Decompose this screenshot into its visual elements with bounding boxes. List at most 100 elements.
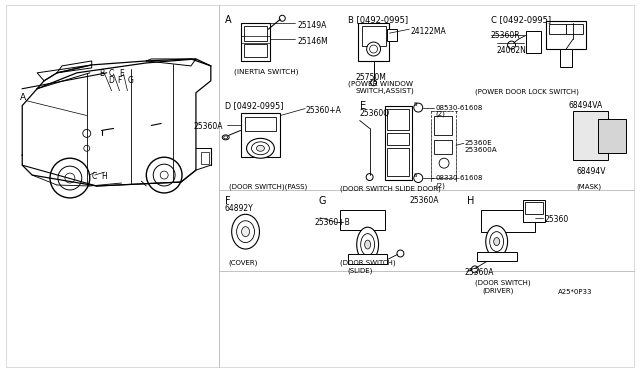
Circle shape bbox=[439, 158, 449, 168]
Text: S: S bbox=[413, 102, 417, 107]
Text: H: H bbox=[102, 172, 108, 181]
Circle shape bbox=[508, 41, 516, 49]
Ellipse shape bbox=[361, 234, 374, 256]
Text: (2): (2) bbox=[435, 182, 445, 189]
Text: (COVER): (COVER) bbox=[228, 259, 258, 266]
Text: E: E bbox=[120, 69, 124, 78]
Text: 68494V: 68494V bbox=[576, 167, 605, 176]
Circle shape bbox=[414, 174, 423, 183]
Text: 25360A: 25360A bbox=[193, 122, 223, 131]
Text: 08530-61608: 08530-61608 bbox=[435, 105, 483, 110]
Text: E: E bbox=[360, 101, 366, 110]
Circle shape bbox=[366, 174, 373, 180]
Text: C: C bbox=[109, 69, 114, 78]
Bar bbox=[244, 26, 268, 41]
Circle shape bbox=[153, 164, 175, 186]
Bar bbox=[434, 140, 452, 154]
Circle shape bbox=[370, 45, 378, 53]
Text: S: S bbox=[413, 173, 417, 177]
Text: (DRIVER): (DRIVER) bbox=[483, 287, 514, 294]
Text: 25149A: 25149A bbox=[297, 21, 326, 30]
Text: A: A bbox=[225, 15, 231, 25]
Bar bbox=[241, 113, 280, 157]
Text: 25360: 25360 bbox=[544, 215, 568, 224]
Text: (DOOR SWITCH SLIDE DOOR): (DOOR SWITCH SLIDE DOOR) bbox=[340, 185, 440, 192]
Circle shape bbox=[397, 250, 404, 257]
Circle shape bbox=[279, 15, 285, 21]
Text: F: F bbox=[118, 76, 122, 85]
Bar bbox=[201, 152, 209, 164]
Text: (DOOR SWITCH): (DOOR SWITCH) bbox=[475, 279, 531, 286]
Text: D [0492-0995]: D [0492-0995] bbox=[225, 101, 284, 110]
Circle shape bbox=[414, 103, 423, 112]
Text: G: G bbox=[127, 76, 133, 85]
Ellipse shape bbox=[246, 138, 275, 158]
Text: 24062N: 24062N bbox=[497, 46, 527, 55]
Bar bbox=[481, 210, 536, 232]
Text: 25360E: 25360E bbox=[465, 140, 493, 146]
Ellipse shape bbox=[365, 240, 371, 249]
Text: (POWER DOOR LOCK SWITCH): (POWER DOOR LOCK SWITCH) bbox=[475, 89, 579, 95]
Circle shape bbox=[371, 80, 376, 86]
Ellipse shape bbox=[224, 136, 228, 139]
Ellipse shape bbox=[486, 226, 508, 257]
Bar bbox=[525, 202, 543, 214]
Text: 08330-61608: 08330-61608 bbox=[435, 175, 483, 181]
Bar bbox=[241, 23, 270, 61]
Bar bbox=[573, 110, 608, 160]
Text: D: D bbox=[109, 76, 115, 85]
Ellipse shape bbox=[257, 145, 264, 151]
Ellipse shape bbox=[237, 221, 255, 243]
Text: 25360A: 25360A bbox=[410, 196, 439, 205]
Text: (DOOR SWITCH)(PASS): (DOOR SWITCH)(PASS) bbox=[228, 183, 307, 189]
Bar bbox=[434, 116, 452, 135]
Bar bbox=[244, 44, 268, 57]
Text: (2): (2) bbox=[435, 110, 445, 117]
Bar bbox=[387, 109, 410, 131]
Circle shape bbox=[367, 42, 381, 56]
Bar bbox=[560, 49, 572, 67]
Text: (INERTIA SWITCH): (INERTIA SWITCH) bbox=[234, 69, 298, 76]
Text: 25750M: 25750M bbox=[356, 73, 387, 82]
Text: 25360A: 25360A bbox=[465, 268, 495, 278]
Circle shape bbox=[147, 157, 182, 193]
Circle shape bbox=[65, 173, 75, 183]
Text: 64892Y: 64892Y bbox=[225, 204, 253, 213]
Text: (POWER WINDOW: (POWER WINDOW bbox=[348, 81, 413, 87]
Ellipse shape bbox=[232, 214, 259, 249]
Text: 25146M: 25146M bbox=[297, 37, 328, 46]
Circle shape bbox=[160, 171, 168, 179]
Text: A25*0P33: A25*0P33 bbox=[558, 289, 593, 295]
Bar bbox=[477, 251, 516, 262]
Circle shape bbox=[472, 266, 478, 273]
Circle shape bbox=[50, 158, 90, 198]
Ellipse shape bbox=[490, 232, 504, 251]
Bar bbox=[598, 119, 626, 153]
Text: (MASK): (MASK) bbox=[576, 183, 601, 189]
Circle shape bbox=[83, 129, 91, 137]
Ellipse shape bbox=[356, 227, 378, 262]
Bar bbox=[566, 24, 583, 34]
Text: C [0492-0995]: C [0492-0995] bbox=[491, 15, 551, 24]
Text: 25360Q: 25360Q bbox=[360, 109, 390, 118]
Text: 24122MA: 24122MA bbox=[410, 27, 446, 36]
Text: 68494VA: 68494VA bbox=[568, 101, 602, 110]
Ellipse shape bbox=[222, 135, 229, 140]
Text: H: H bbox=[467, 196, 474, 206]
Ellipse shape bbox=[241, 227, 250, 237]
Bar bbox=[358, 23, 390, 61]
Circle shape bbox=[58, 166, 82, 190]
Bar bbox=[340, 210, 385, 230]
Text: G: G bbox=[318, 196, 326, 206]
Bar bbox=[387, 29, 397, 41]
Text: 253600A: 253600A bbox=[465, 147, 498, 153]
Bar bbox=[524, 200, 545, 222]
Bar bbox=[385, 106, 412, 180]
Text: A: A bbox=[20, 93, 26, 102]
Bar bbox=[348, 254, 387, 264]
Bar bbox=[244, 116, 276, 131]
Text: 25360+A: 25360+A bbox=[305, 106, 341, 115]
Ellipse shape bbox=[493, 238, 500, 246]
Ellipse shape bbox=[252, 142, 269, 155]
Text: SWITCH,ASSIST): SWITCH,ASSIST) bbox=[356, 88, 415, 94]
